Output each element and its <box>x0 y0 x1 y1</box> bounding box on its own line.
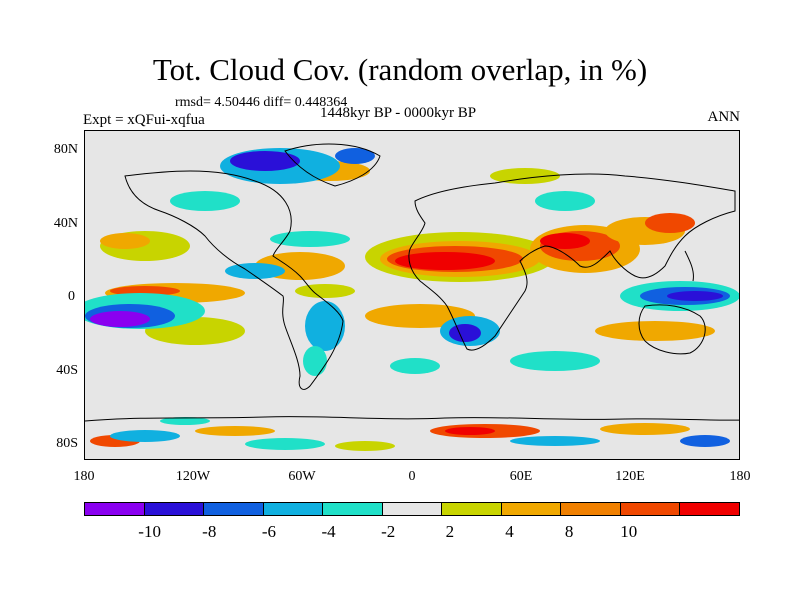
lon-tick-label: 120W <box>175 469 211 484</box>
lat-tick-label: 0 <box>68 289 75 304</box>
coastlines <box>85 143 739 422</box>
lon-tick-label: 180 <box>729 469 751 484</box>
colorbar-segment <box>501 503 562 515</box>
rmsd-diff-stats: rmsd= 4.50446 diff= 0.448364 <box>175 95 348 110</box>
colorbar-segment <box>204 503 264 515</box>
lon-tick-label: 60W <box>288 469 316 484</box>
lon-tick-label: 0 <box>408 469 416 484</box>
colorbar-segment <box>442 503 502 515</box>
colorbar-tick-label: 10 <box>620 522 638 541</box>
lat-tick-label: 80S <box>56 436 78 451</box>
colorbar-tick-label: -10 <box>138 522 161 541</box>
colorbar-segment <box>144 503 205 515</box>
lon-tick-label: 60E <box>509 469 533 484</box>
cloud-cover-map <box>84 130 740 460</box>
colorbar <box>84 502 740 516</box>
lon-tick-label: 180 <box>73 469 95 484</box>
lat-tick-label: 80N <box>53 142 78 157</box>
colorbar-tick-label: -2 <box>381 522 396 541</box>
negative-anomaly-areas <box>85 148 739 450</box>
lat-tick-label: 40N <box>53 216 78 231</box>
colorbar-tick-label: -6 <box>261 522 276 541</box>
colorbar-segment <box>680 503 740 515</box>
colorbar-tick-label: 2 <box>445 522 455 541</box>
colorbar-tick-label: 8 <box>564 522 574 541</box>
colorbar-tick-label: -4 <box>321 522 336 541</box>
lat-tick-label: 40S <box>56 363 78 378</box>
colorbar-tick-label: 4 <box>505 522 514 541</box>
map-field <box>85 143 739 451</box>
colorbar-segment <box>382 503 443 515</box>
colorbar-segment <box>323 503 383 515</box>
colorbar-tick-label: -8 <box>202 522 217 541</box>
colorbar-segment <box>263 503 324 515</box>
colorbar-segment <box>85 503 145 515</box>
lon-tick-label: 120E <box>615 469 645 484</box>
plot-title: Tot. Cloud Cov. (random overlap, in %) <box>152 52 648 87</box>
colorbar-segment <box>620 503 681 515</box>
period-label: 1448kyr BP - 0000kyr BP <box>320 105 477 121</box>
colorbar-segment <box>561 503 621 515</box>
experiment-label: Expt = xQFui-xqfua <box>83 112 205 128</box>
season-label: ANN <box>707 109 741 125</box>
